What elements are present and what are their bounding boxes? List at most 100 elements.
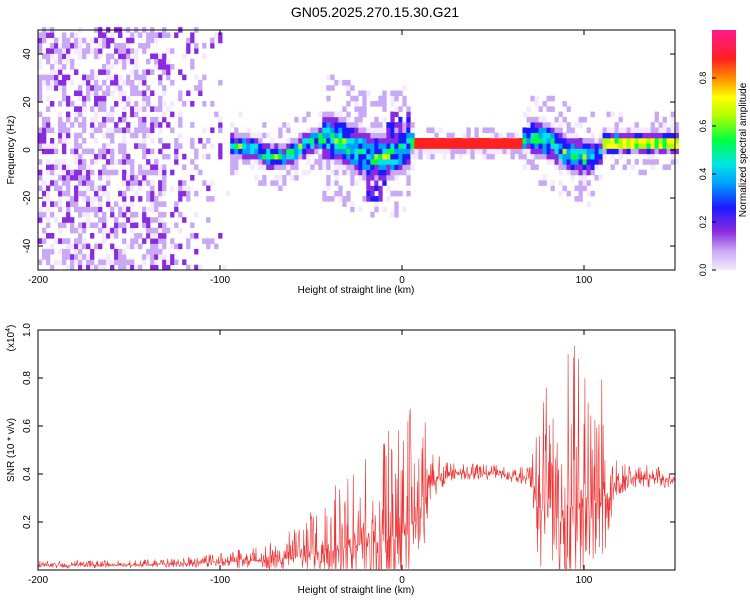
- spectrogram-cell: [402, 116, 407, 123]
- spectrogram-cell: [98, 69, 103, 75]
- spectrogram-cell: [150, 164, 155, 170]
- spectrogram-cell: [194, 42, 199, 49]
- spectrogram-cell: [262, 143, 267, 149]
- spectrogram-cell: [334, 180, 339, 186]
- spectrogram-cell: [534, 153, 539, 160]
- spectrogram-cell: [398, 169, 403, 176]
- spectrogram-cell: [82, 227, 87, 234]
- spectrogram-cell: [122, 248, 127, 255]
- spectrogram-cell: [426, 153, 431, 160]
- spectrogram-cell: [342, 127, 347, 134]
- spectrogram-cell: [70, 227, 75, 234]
- spectrogram-cell: [270, 148, 275, 155]
- spectrogram-cell: [122, 206, 127, 213]
- spectrogram-cell: [150, 180, 155, 186]
- spectrogram-cell: [74, 185, 79, 192]
- spectrogram-cell: [530, 122, 535, 128]
- spectrogram-cell: [590, 111, 595, 118]
- spectrogram-cell: [278, 159, 283, 165]
- spectrogram-cell: [74, 153, 79, 160]
- spectrogram-cell: [150, 254, 155, 260]
- spectrogram-cell: [410, 127, 415, 134]
- spectrogram-cell: [150, 264, 155, 271]
- spectrogram-cell: [618, 143, 623, 149]
- spectrogram-cell: [334, 174, 339, 181]
- spectrogram-cell: [250, 164, 255, 170]
- spectrogram-cell: [594, 138, 599, 144]
- spectrogram-cell: [110, 159, 115, 165]
- spectrogram-cell: [46, 143, 51, 149]
- spectrogram-cell: [334, 159, 339, 165]
- spectrogram-cell: [178, 185, 183, 192]
- spectrogram-cell: [146, 85, 151, 91]
- spectrogram-cell: [326, 95, 331, 102]
- spectrogram-cell: [122, 138, 127, 144]
- spectrogram-cell: [586, 164, 591, 170]
- spectrogram-cell: [38, 37, 43, 44]
- spectrogram-cell: [150, 116, 155, 123]
- spectrogram-cell: [378, 153, 383, 160]
- spectrogram-cell: [134, 211, 139, 218]
- spectrogram-cell: [534, 127, 539, 134]
- spectrogram-cell: [326, 196, 331, 202]
- spectrogram-cell: [594, 174, 599, 181]
- spectrogram-cell: [346, 90, 351, 97]
- spectrogram-cell: [50, 42, 55, 49]
- spectrogram-cell: [102, 64, 107, 70]
- spectrogram-cell: [122, 132, 127, 139]
- spectrogram-cell: [366, 196, 371, 202]
- spectrogram-cell: [322, 132, 327, 139]
- spectrogram-cell: [74, 238, 79, 244]
- spectrogram-cell: [266, 148, 271, 155]
- spectrogram-cell: [134, 85, 139, 91]
- spectrogram-cell: [278, 132, 283, 139]
- spectrogram-cell: [442, 138, 447, 144]
- spectrogram-cell: [142, 95, 147, 102]
- spectrogram-cell: [626, 159, 631, 165]
- spectrogram-cell: [122, 79, 127, 86]
- spectrogram-cell: [86, 95, 91, 102]
- spectrogram-cell: [670, 153, 675, 160]
- spectrogram-cell: [394, 174, 399, 181]
- spectrogram-cell: [498, 138, 503, 144]
- spectrogram-cell: [574, 196, 579, 202]
- spectrogram-cell: [210, 143, 215, 149]
- spectrogram-cell: [46, 48, 51, 54]
- spectrogram-cell: [114, 159, 119, 165]
- spectrogram-cell: [354, 143, 359, 149]
- spectrogram-cell: [554, 148, 559, 155]
- spectrogram-cell: [474, 143, 479, 149]
- spectrogram-cell: [546, 138, 551, 144]
- spectrogram-cell: [62, 90, 67, 97]
- spectrogram-cell: [542, 180, 547, 186]
- spectrogram-cell: [434, 148, 439, 155]
- spectrogram-cell: [38, 148, 43, 155]
- spectrogram-cell: [526, 132, 531, 139]
- spectrogram-cell: [334, 122, 339, 128]
- spectrogram-cell: [74, 69, 79, 75]
- spectrogram-cell: [346, 111, 351, 118]
- spectrogram-cell: [70, 174, 75, 181]
- spectrogram-cell: [66, 37, 71, 44]
- spectrogram-cell: [74, 90, 79, 97]
- spectrogram-cell: [146, 254, 151, 260]
- spectrogram-cell: [110, 106, 115, 112]
- spectrogram-cell: [146, 233, 151, 239]
- spectrogram-cell: [322, 148, 327, 155]
- spectrogram-cell: [642, 143, 647, 149]
- spectrogram-cell: [190, 233, 195, 239]
- spectrogram-cell: [542, 116, 547, 123]
- spectrogram-cell: [258, 143, 263, 149]
- spectrogram-cell: [98, 53, 103, 60]
- spectrogram-cell: [74, 148, 79, 155]
- spectrogram-cell: [346, 101, 351, 107]
- spectrogram-cell: [82, 264, 87, 271]
- spectrogram-cell: [394, 143, 399, 149]
- spectrogram-cell: [230, 138, 235, 144]
- spectrogram-cell: [82, 243, 87, 250]
- spectrogram-cell: [290, 159, 295, 165]
- spectrogram-cell: [654, 138, 659, 144]
- spectrogram-cell: [574, 164, 579, 170]
- spectrogram-cell: [486, 138, 491, 144]
- spectrogram-cell: [382, 159, 387, 165]
